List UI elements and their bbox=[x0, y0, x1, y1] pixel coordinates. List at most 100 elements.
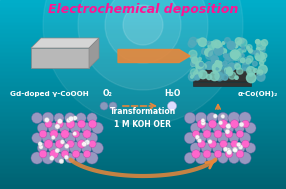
Circle shape bbox=[215, 72, 224, 81]
Circle shape bbox=[55, 140, 63, 148]
Circle shape bbox=[195, 112, 207, 124]
Circle shape bbox=[223, 122, 234, 134]
Circle shape bbox=[257, 41, 261, 45]
Bar bbox=[0, 68, 286, 73]
Circle shape bbox=[214, 41, 221, 48]
Circle shape bbox=[227, 53, 236, 61]
Bar bbox=[0, 76, 286, 80]
Bar bbox=[0, 30, 286, 35]
Circle shape bbox=[196, 63, 203, 70]
Circle shape bbox=[100, 102, 108, 110]
Circle shape bbox=[44, 118, 49, 122]
Circle shape bbox=[249, 50, 252, 53]
Circle shape bbox=[192, 130, 200, 138]
Circle shape bbox=[239, 152, 251, 164]
Circle shape bbox=[235, 64, 240, 69]
Circle shape bbox=[229, 153, 239, 163]
Circle shape bbox=[60, 140, 65, 144]
Polygon shape bbox=[89, 38, 99, 68]
Circle shape bbox=[55, 124, 60, 129]
Text: Electrochemical deposition: Electrochemical deposition bbox=[48, 4, 238, 16]
Circle shape bbox=[76, 113, 86, 123]
Circle shape bbox=[105, 0, 181, 63]
Circle shape bbox=[37, 143, 48, 153]
Circle shape bbox=[211, 56, 219, 63]
Circle shape bbox=[228, 63, 235, 70]
Circle shape bbox=[42, 152, 54, 164]
Circle shape bbox=[184, 132, 196, 144]
Bar bbox=[0, 26, 286, 31]
Circle shape bbox=[195, 152, 207, 164]
Circle shape bbox=[70, 122, 81, 134]
Circle shape bbox=[198, 38, 207, 46]
Circle shape bbox=[188, 40, 195, 47]
Circle shape bbox=[225, 69, 232, 76]
Circle shape bbox=[59, 159, 64, 164]
Bar bbox=[0, 23, 286, 27]
Bar bbox=[0, 106, 286, 111]
Circle shape bbox=[237, 143, 241, 147]
Circle shape bbox=[223, 142, 234, 154]
Circle shape bbox=[260, 61, 264, 65]
Circle shape bbox=[43, 0, 243, 125]
Circle shape bbox=[196, 63, 204, 71]
Circle shape bbox=[49, 156, 54, 160]
Circle shape bbox=[192, 150, 200, 158]
Circle shape bbox=[189, 50, 197, 58]
Circle shape bbox=[78, 140, 86, 148]
Bar bbox=[0, 94, 286, 99]
Circle shape bbox=[78, 0, 208, 90]
Circle shape bbox=[32, 133, 42, 143]
Circle shape bbox=[203, 150, 211, 158]
Circle shape bbox=[197, 120, 206, 128]
Circle shape bbox=[82, 142, 87, 147]
Circle shape bbox=[196, 61, 204, 68]
Circle shape bbox=[215, 61, 222, 67]
Circle shape bbox=[210, 72, 219, 81]
Bar bbox=[0, 102, 286, 107]
FancyArrow shape bbox=[118, 50, 190, 63]
Circle shape bbox=[83, 130, 91, 138]
Bar bbox=[0, 140, 286, 145]
Polygon shape bbox=[31, 38, 99, 48]
Circle shape bbox=[254, 50, 259, 55]
Circle shape bbox=[232, 51, 241, 60]
Circle shape bbox=[208, 42, 217, 51]
Circle shape bbox=[224, 64, 228, 67]
Circle shape bbox=[246, 45, 252, 51]
Circle shape bbox=[44, 140, 53, 148]
Circle shape bbox=[230, 120, 239, 128]
Circle shape bbox=[195, 75, 200, 80]
Circle shape bbox=[212, 123, 223, 133]
Bar bbox=[0, 87, 286, 92]
Circle shape bbox=[109, 102, 117, 110]
Circle shape bbox=[237, 49, 243, 55]
Circle shape bbox=[86, 152, 98, 164]
Circle shape bbox=[197, 139, 202, 143]
Circle shape bbox=[239, 39, 247, 47]
Circle shape bbox=[92, 142, 103, 154]
Circle shape bbox=[86, 132, 98, 144]
Circle shape bbox=[242, 120, 249, 128]
Circle shape bbox=[201, 143, 212, 153]
Circle shape bbox=[243, 49, 246, 52]
Circle shape bbox=[232, 52, 237, 58]
Bar bbox=[0, 38, 286, 43]
Circle shape bbox=[194, 70, 202, 78]
Circle shape bbox=[207, 113, 217, 123]
Circle shape bbox=[184, 152, 196, 164]
Circle shape bbox=[201, 123, 212, 133]
Circle shape bbox=[123, 5, 163, 45]
Circle shape bbox=[39, 130, 47, 138]
Text: α-Co(OH)₂: α-Co(OH)₂ bbox=[238, 91, 278, 97]
Circle shape bbox=[39, 150, 47, 158]
Circle shape bbox=[257, 74, 265, 81]
Bar bbox=[0, 125, 286, 129]
Circle shape bbox=[257, 41, 266, 50]
Circle shape bbox=[56, 120, 63, 128]
Circle shape bbox=[212, 143, 223, 153]
Circle shape bbox=[78, 120, 86, 128]
Polygon shape bbox=[31, 48, 89, 68]
Circle shape bbox=[197, 39, 200, 42]
Circle shape bbox=[223, 61, 227, 66]
